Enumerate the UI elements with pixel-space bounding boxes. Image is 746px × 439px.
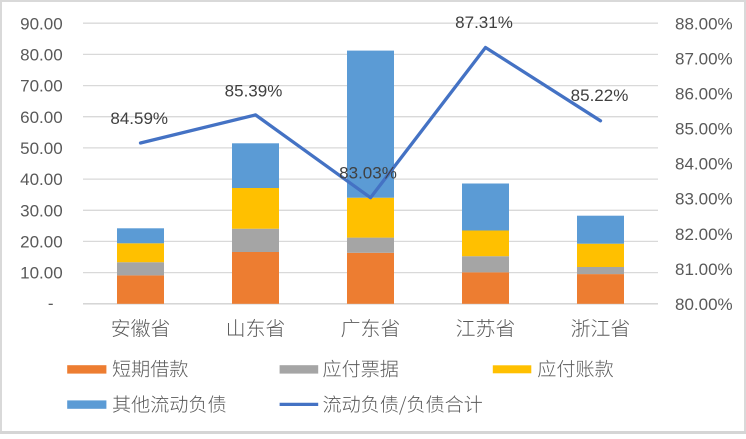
svg-text:20.00: 20.00 <box>20 233 63 252</box>
svg-text:84.59%: 84.59% <box>110 109 168 128</box>
svg-text:85.00%: 85.00% <box>675 120 733 139</box>
svg-text:82.00%: 82.00% <box>675 225 733 244</box>
svg-text:86.00%: 86.00% <box>675 85 733 104</box>
svg-text:81.00%: 81.00% <box>675 260 733 279</box>
svg-text:90.00: 90.00 <box>20 14 63 33</box>
svg-text:85.39%: 85.39% <box>225 82 283 101</box>
svg-text:87.00%: 87.00% <box>675 49 733 68</box>
svg-text:80.00: 80.00 <box>20 46 63 65</box>
svg-text:40.00: 40.00 <box>20 170 63 189</box>
svg-text:83.03%: 83.03% <box>339 164 397 183</box>
svg-text:60.00: 60.00 <box>20 108 63 127</box>
svg-text:10.00: 10.00 <box>20 264 63 283</box>
svg-text:83.00%: 83.00% <box>675 190 733 209</box>
svg-text:70.00: 70.00 <box>20 77 63 96</box>
svg-text:80.00%: 80.00% <box>675 295 733 314</box>
svg-text:88.00%: 88.00% <box>675 14 733 33</box>
svg-text:87.31%: 87.31% <box>455 13 513 32</box>
svg-text:84.00%: 84.00% <box>675 155 733 174</box>
svg-text:30.00: 30.00 <box>20 201 63 220</box>
svg-text:50.00: 50.00 <box>20 139 63 158</box>
svg-text:-: - <box>48 294 54 313</box>
svg-text:85.22%: 85.22% <box>571 86 629 105</box>
